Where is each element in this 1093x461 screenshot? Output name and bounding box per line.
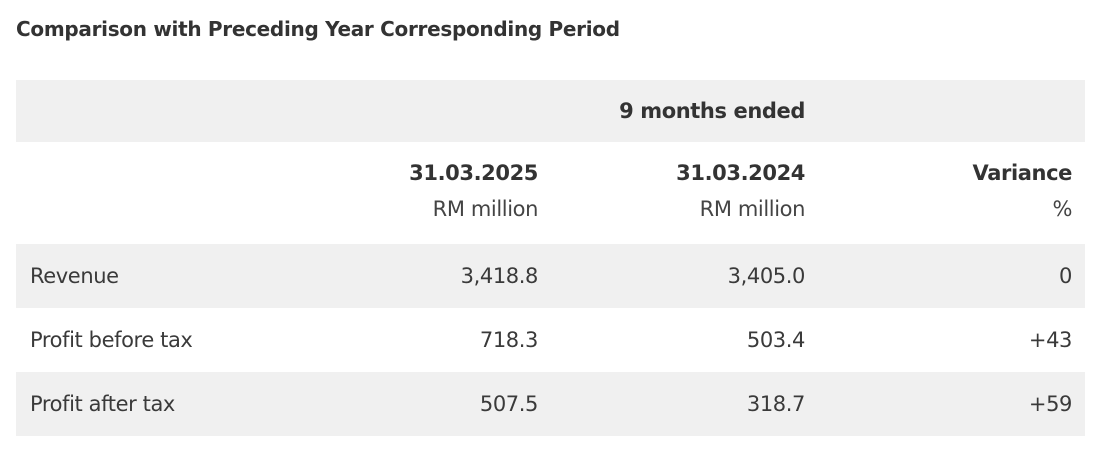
column-variance-unit: %: [1052, 197, 1072, 221]
cell-variance: 0: [1059, 264, 1072, 288]
table-row-revenue: Revenue 3,418.8 3,405.0 0: [16, 244, 1085, 308]
row-label: Revenue: [30, 264, 119, 288]
cell-current: 507.5: [479, 392, 539, 416]
row-label: Profit before tax: [30, 328, 193, 352]
column-header-previous: 31.03.2024 RM million: [538, 142, 805, 244]
page-title: Comparison with Preceding Year Correspon…: [16, 17, 620, 41]
table-group-header-row: 9 months ended: [16, 80, 1085, 142]
table-column-header-row: 31.03.2025 RM million 31.03.2024 RM mill…: [16, 142, 1085, 244]
cell-current: 718.3: [479, 328, 539, 352]
cell-previous: 3,405.0: [727, 264, 806, 288]
column-variance-label: Variance: [972, 161, 1073, 185]
group-header-9-months: 9 months ended: [619, 99, 805, 123]
cell-variance: +43: [1028, 328, 1073, 352]
column-date-current: 31.03.2025: [409, 161, 538, 185]
column-header-current: 31.03.2025 RM million: [400, 142, 538, 244]
column-date-previous: 31.03.2024: [676, 161, 805, 185]
cell-previous: 318.7: [746, 392, 806, 416]
row-label: Profit after tax: [30, 392, 175, 416]
cell-variance: +59: [1028, 392, 1073, 416]
column-unit-previous: RM million: [699, 197, 806, 221]
table-row-profit-before-tax: Profit before tax 718.3 503.4 +43: [16, 308, 1085, 372]
cell-previous: 503.4: [746, 328, 806, 352]
comparison-table: 9 months ended 31.03.2025 RM million 31.…: [16, 80, 1085, 436]
cell-current: 3,418.8: [460, 264, 539, 288]
column-unit-current: RM million: [432, 197, 539, 221]
table-row-profit-after-tax: Profit after tax 507.5 318.7 +59: [16, 372, 1085, 436]
column-header-variance: Variance %: [805, 142, 1085, 244]
